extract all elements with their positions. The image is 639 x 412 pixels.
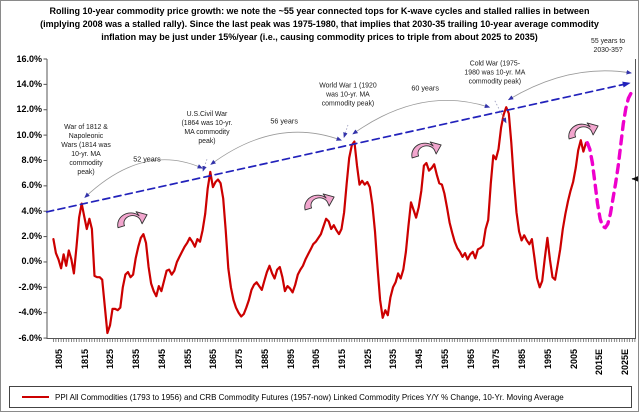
x-axis-tick-label: 1815	[79, 349, 90, 370]
annotation-leader-arrow	[343, 124, 349, 138]
x-axis-tick-label: 1875	[234, 349, 245, 370]
peak-connector-arc	[507, 70, 632, 101]
x-axis-tick-label: 1855	[182, 349, 193, 370]
x-axis-tick-label: 2005	[568, 349, 579, 370]
y-axis-tick-label: 16.0%	[16, 53, 42, 64]
legend: PPI All Commodities (1793 to 1956) and C…	[9, 386, 632, 408]
y-axis-tick-label: 8.0%	[21, 154, 42, 165]
y-axis-tick-label: 14.0%	[16, 78, 42, 89]
stalled-rally-arrow	[568, 122, 599, 140]
x-axis-tick-label: 1965	[465, 349, 476, 370]
y-axis-tick-label: -2.0%	[18, 281, 42, 292]
annotation-leader-arrow	[202, 159, 208, 172]
x-axis-tick-label: 1945	[414, 349, 425, 370]
annotation-label: Cold War (1975-1980 was 10-yr. MA commod…	[464, 60, 526, 86]
commodity-price-series-line	[52, 106, 590, 335]
stalled-rally-arrow	[117, 211, 148, 229]
peak-connector-arc	[84, 159, 203, 198]
y-axis-tick-label: 0.0%	[21, 256, 42, 267]
stalled-rally-arrow	[411, 141, 442, 159]
annotation-leader-arrow	[494, 100, 507, 124]
y-axis-tick-label: 4.0%	[21, 205, 42, 216]
x-axis-tick-label: 1895	[285, 349, 296, 370]
projection-dashed-line	[585, 88, 636, 230]
y-axis-tick-label: 2.0%	[21, 231, 42, 242]
x-axis-tick-label: 2025E	[620, 348, 631, 375]
x-axis-tick-label: 1805	[54, 349, 64, 370]
x-axis-tick-label: 1885	[259, 349, 270, 370]
stalled-rally-arrow	[304, 193, 335, 211]
y-axis-tick-label: 10.0%	[16, 129, 42, 140]
x-axis-tick-label: 1975	[491, 349, 502, 370]
peak-connector-arc	[210, 131, 342, 165]
x-axis-tick-label: 2015E	[594, 348, 605, 375]
x-axis-tick-label: 1835	[131, 349, 142, 370]
x-axis-tick-label: 1865	[208, 349, 219, 370]
x-axis-minor-ticks	[53, 338, 636, 342]
annotation-label: 55 years to 2030-35?	[591, 37, 626, 54]
x-axis-tick-label: 1845	[156, 349, 167, 370]
peak-connector-arc	[352, 99, 491, 135]
chart-title: Rolling 10-year commodity price growth: …	[40, 6, 599, 43]
legend-line-swatch	[22, 395, 49, 399]
x-axis-tick-label: 1915	[337, 349, 348, 370]
x-axis-tick-label: 1925	[362, 349, 373, 370]
x-axis-tick-label: 1985	[517, 349, 528, 370]
annotation-label: 52 years	[133, 154, 161, 164]
x-axis-tick-label: 1905	[311, 349, 322, 370]
annotation-label: 56 years	[270, 116, 298, 126]
y-axis-tick-label: -6.0%	[18, 332, 42, 343]
annotation-label: War of 1812 & Napoleonic Wars (1814 was …	[61, 124, 111, 176]
y-axis-tick-label: 6.0%	[21, 180, 42, 191]
y-axis-tick-label: 12.0%	[16, 104, 42, 115]
y-axis-tick-label: -4.0%	[18, 307, 42, 318]
x-axis-tick-label: 1825	[105, 349, 116, 370]
annotation-label: 60 years	[411, 83, 439, 93]
annotation-label: U.S.Civil War (1864 was 10-yr. MA commod…	[181, 110, 233, 145]
x-axis-tick-label: 1935	[388, 349, 399, 370]
annotation-label: World War 1 (1920 was 10-yr. MA commodit…	[319, 82, 377, 108]
x-axis-tick-label: 1995	[542, 349, 553, 370]
x-axis-tick-label: 1955	[439, 349, 450, 370]
legend-label: PPI All Commodities (1793 to 1956) and C…	[55, 392, 564, 402]
